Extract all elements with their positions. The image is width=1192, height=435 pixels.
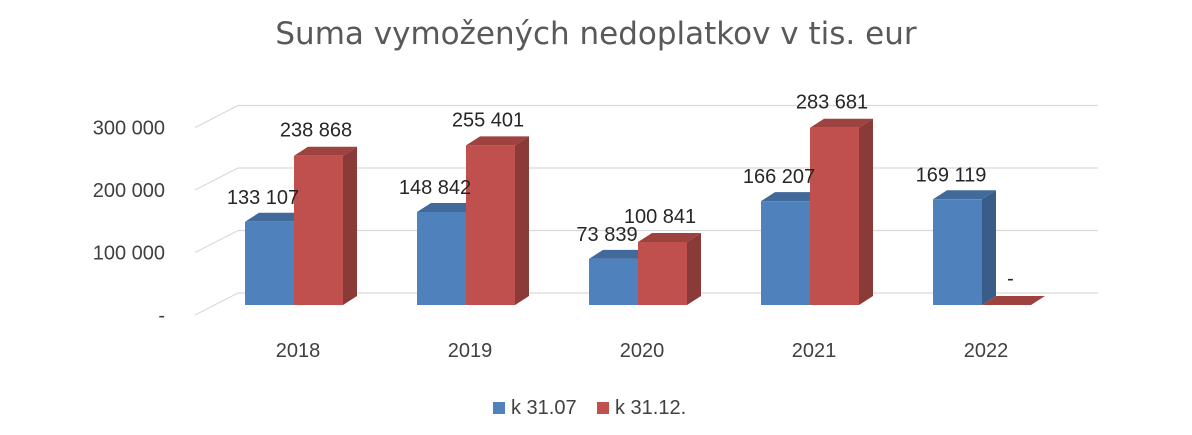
bar-front bbox=[417, 211, 466, 305]
bar-front bbox=[466, 145, 515, 305]
bar-top bbox=[417, 202, 480, 212]
bar-front bbox=[245, 221, 294, 305]
x-tick-label: 2022 bbox=[964, 340, 1009, 362]
gridline-floor-2 bbox=[194, 167, 239, 191]
bar-k3112-2020 bbox=[638, 232, 701, 305]
bar-front bbox=[933, 199, 982, 305]
y-axis-tick-labels: - 100 000 200 000 300 000 bbox=[93, 118, 165, 328]
bar-top bbox=[466, 136, 529, 146]
data-label: 133 107 bbox=[227, 187, 299, 209]
bar-top bbox=[982, 296, 1045, 305]
bar-side bbox=[982, 190, 996, 305]
y-tick-label: 200 000 bbox=[93, 180, 165, 202]
x-axis-tick-labels: 2018 2019 2020 2021 2022 bbox=[276, 340, 1009, 362]
data-label: 148 842 bbox=[399, 177, 471, 199]
y-tick-label: 300 000 bbox=[93, 118, 165, 140]
bar-k3112-2018 bbox=[294, 146, 357, 305]
data-label: 283 681 bbox=[796, 92, 868, 114]
legend-swatch bbox=[597, 402, 609, 414]
data-label: 169 119 bbox=[916, 164, 987, 186]
bar-front bbox=[761, 201, 810, 305]
gridline-floor-3 bbox=[194, 104, 239, 129]
x-tick-label: 2019 bbox=[448, 340, 493, 362]
bar-top bbox=[933, 190, 996, 200]
bar-top bbox=[638, 232, 701, 242]
gridline-floor-1 bbox=[194, 229, 239, 254]
data-label: 238 868 bbox=[280, 120, 352, 142]
data-label: 255 401 bbox=[452, 109, 524, 131]
bars bbox=[245, 118, 1045, 305]
bar-k3107-2022 bbox=[933, 190, 996, 305]
bar-front bbox=[810, 127, 859, 305]
x-tick-label: 2018 bbox=[276, 340, 321, 362]
bar-front bbox=[294, 155, 343, 305]
chart-title: Suma vymožených nedoplatkov v tis. eur bbox=[275, 16, 916, 52]
bar-side bbox=[687, 232, 701, 305]
y-tick-label: 100 000 bbox=[93, 243, 165, 265]
bar-side bbox=[859, 118, 873, 305]
bar-front bbox=[638, 241, 687, 305]
legend-swatch bbox=[493, 402, 505, 414]
legend: k 31.07 k 31.12. bbox=[493, 397, 686, 419]
data-label: - bbox=[1007, 268, 1014, 290]
bar-top bbox=[810, 118, 873, 128]
data-label: 100 841 bbox=[624, 206, 696, 228]
bar-top bbox=[294, 146, 357, 156]
x-tick-label: 2021 bbox=[792, 340, 837, 362]
gridline-floor-0 bbox=[194, 292, 239, 316]
bar-top bbox=[245, 212, 308, 222]
bar-side bbox=[343, 146, 357, 305]
data-label: 73 839 bbox=[576, 224, 637, 246]
bar-k3112-2022 bbox=[982, 296, 1045, 305]
x-tick-label: 2020 bbox=[620, 340, 665, 362]
y-tick-label: - bbox=[158, 305, 165, 327]
bar-front bbox=[589, 258, 638, 305]
bar-top bbox=[761, 192, 824, 202]
bar-side bbox=[515, 136, 529, 305]
bar-top bbox=[589, 249, 652, 259]
legend-label: k 31.07 bbox=[511, 397, 577, 419]
legend-label: k 31.12. bbox=[615, 397, 686, 419]
bar-k3112-2019 bbox=[466, 136, 529, 305]
data-label: 166 207 bbox=[743, 166, 815, 188]
bar-k3112-2021 bbox=[810, 118, 873, 305]
